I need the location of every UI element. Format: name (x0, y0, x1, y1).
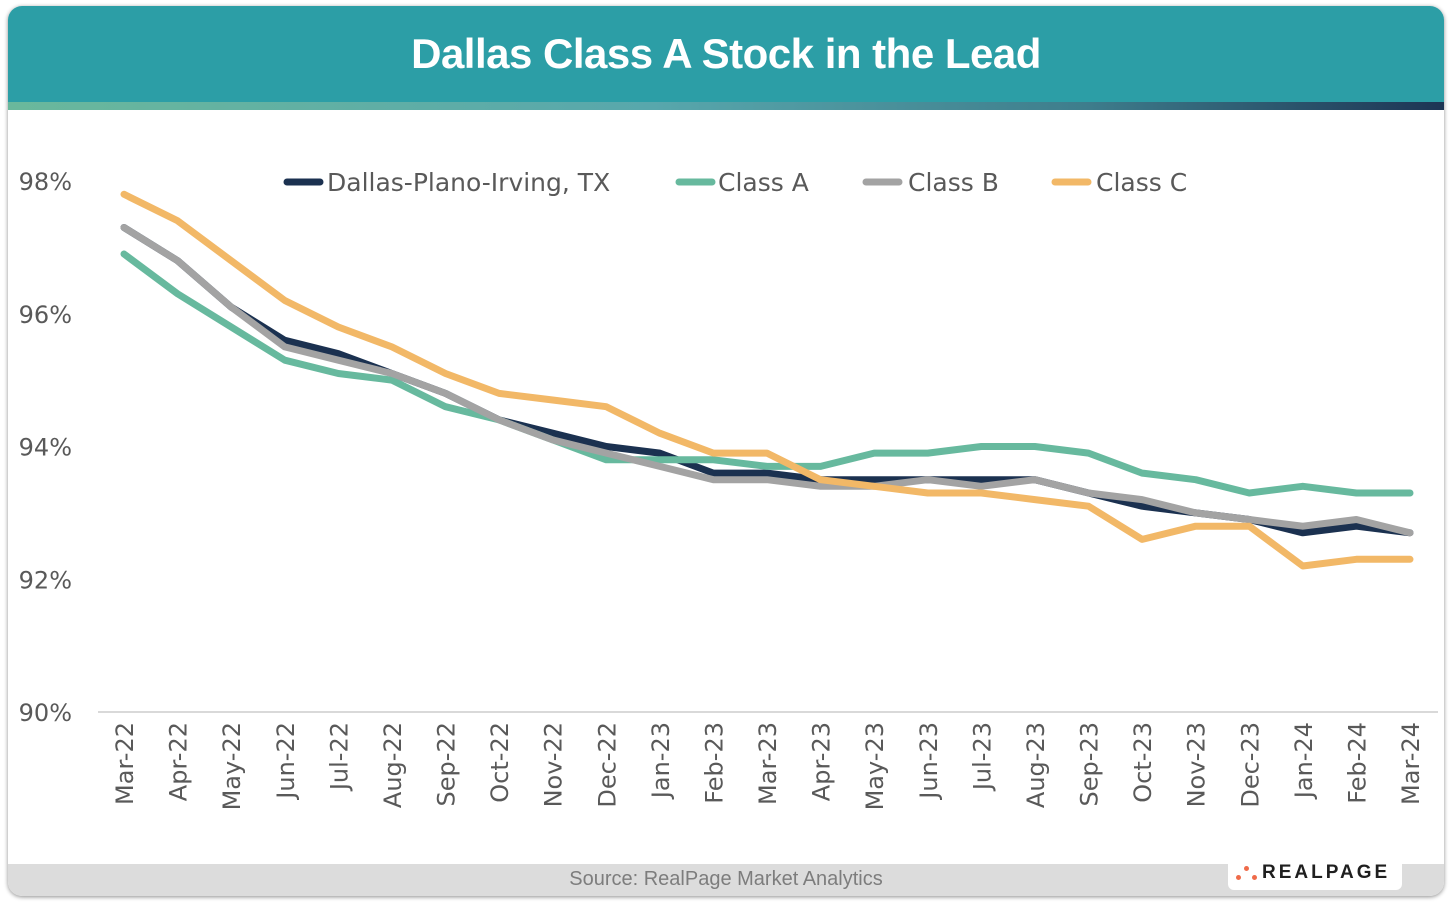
y-tick-label: 94% (19, 434, 72, 462)
x-tick-label: Apr-22 (165, 722, 193, 801)
legend-label: Dallas-Plano-Irving, TX (327, 168, 610, 197)
x-tick-label: Jan-23 (647, 722, 675, 800)
x-tick-label: May-23 (861, 722, 889, 810)
legend-label: Class B (908, 168, 999, 197)
x-tick-label: Mar-22 (111, 722, 139, 805)
legend-item: Class C (1051, 168, 1187, 197)
x-tick-label: Aug-23 (1022, 722, 1050, 808)
logo-dots-icon (1234, 866, 1260, 886)
x-tick-label: Feb-24 (1343, 722, 1371, 804)
x-tick-label: Dec-23 (1236, 722, 1264, 808)
footer-bar (8, 864, 1444, 896)
series-layer (120, 190, 1414, 570)
source-note: Source: RealPage Market Analytics (569, 868, 883, 890)
legend-item: Class A (675, 168, 809, 197)
chart-card: Dallas Class A Stock in the Lead Source:… (8, 6, 1444, 896)
chart-title: Dallas Class A Stock in the Lead (411, 30, 1041, 77)
x-tick-label: Aug-22 (379, 722, 407, 808)
x-tick-label: Nov-22 (540, 722, 568, 807)
x-tick-label: Jul-22 (325, 722, 353, 792)
x-tick-label: Jan-24 (1290, 722, 1318, 800)
header-banner: Dallas Class A Stock in the Lead (8, 6, 1444, 102)
x-tick-label: Dec-22 (593, 722, 621, 808)
axis-layer: 90% 92% 94% 96% 98% Mar-22 Apr-22 May-22 Jun-22 J… (19, 168, 1438, 810)
logo-text: REALPAGE (1262, 862, 1391, 883)
x-tick-label: Jun-23 (915, 722, 943, 801)
x-tick-label: Oct-23 (1129, 722, 1157, 803)
x-tick-label: Jul-23 (968, 722, 996, 792)
legend-label: Class A (718, 168, 809, 197)
x-tick-label: Mar-23 (754, 722, 782, 805)
x-tick-label: Jun-22 (272, 722, 300, 801)
header-accent-stripe (8, 102, 1444, 110)
legend-item: Dallas-Plano-Irving, TX (283, 168, 610, 197)
legend-label: Class C (1096, 168, 1187, 197)
x-tick-label: Feb-23 (700, 722, 728, 804)
x-tick-label: Nov-23 (1183, 722, 1211, 807)
legend-item: Class B (862, 168, 999, 197)
realpage-logo: REALPAGE (1228, 856, 1402, 890)
y-tick-label: 90% (19, 699, 72, 727)
x-tick-label: May-22 (218, 722, 246, 810)
series-line-class-b (120, 224, 1414, 537)
y-tick-label: 98% (19, 168, 72, 196)
x-tick-label: Sep-22 (433, 722, 461, 806)
series-line-class-c (120, 190, 1414, 570)
x-tick-label: Apr-23 (808, 722, 836, 801)
legend: Dallas-Plano-Irving, TX Class A Class B Cla… (283, 168, 1187, 197)
y-tick-label: 92% (19, 566, 72, 594)
y-tick-label: 96% (19, 301, 72, 329)
x-tick-label: Sep-23 (1076, 722, 1104, 806)
x-tick-label: Mar-24 (1397, 722, 1425, 805)
x-tick-label: Oct-22 (486, 722, 514, 803)
series-line-class-a (120, 250, 1414, 497)
